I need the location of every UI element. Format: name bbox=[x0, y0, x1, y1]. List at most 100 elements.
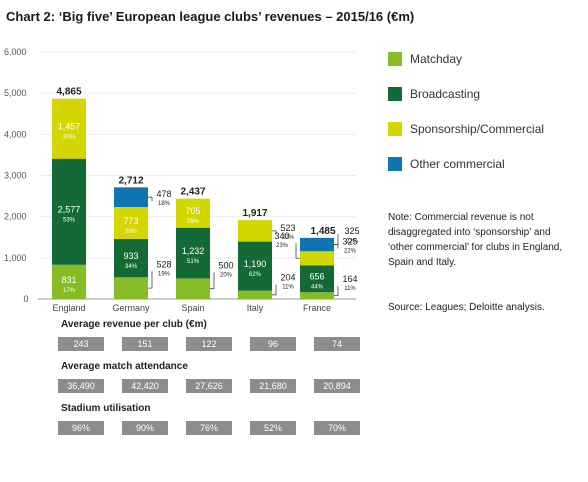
bar-segment bbox=[176, 198, 210, 228]
bar-pct-label: 29% bbox=[125, 229, 138, 235]
legend-label-other-commercial: Other commercial bbox=[410, 157, 505, 171]
legend-label-broadcasting: Broadcasting bbox=[410, 87, 481, 101]
stat-cell: 96% bbox=[58, 421, 104, 435]
stat-cell: 42,420 bbox=[122, 379, 168, 393]
x-tick-label: Italy bbox=[247, 303, 264, 313]
stat-cell: 243 bbox=[58, 337, 104, 351]
stat-cell: 70% bbox=[314, 421, 360, 435]
bar-pct-label: 29% bbox=[187, 219, 200, 225]
bar-pct-label: 11% bbox=[344, 286, 356, 292]
bar-pct-label: 22% bbox=[346, 239, 359, 245]
bar-segment bbox=[52, 98, 86, 159]
stat-cell: 27,626 bbox=[186, 379, 232, 393]
chart-title: Chart 2: ‘Big five’ European league club… bbox=[6, 9, 415, 24]
bar-pct-label: 34% bbox=[125, 264, 138, 270]
y-tick-label: 6,000 bbox=[4, 47, 27, 57]
bar-segment bbox=[52, 264, 86, 299]
stat-cell: 122 bbox=[186, 337, 232, 351]
annotation-leader-line bbox=[272, 284, 277, 296]
bar-value-label: 204 bbox=[280, 273, 295, 283]
y-tick-label: 4,000 bbox=[4, 129, 27, 139]
y-tick-label: 1,000 bbox=[4, 253, 27, 263]
legend-swatch-other-commercial bbox=[388, 157, 402, 171]
legend-item-other-commercial: Other commercial bbox=[388, 157, 588, 173]
bar-value-label: 500 bbox=[218, 260, 233, 270]
legend-swatch-matchday bbox=[388, 52, 402, 66]
x-tick-label: Germany bbox=[112, 303, 150, 313]
bar-total-label: 1,917 bbox=[242, 208, 267, 219]
bar-segment bbox=[52, 158, 86, 265]
bar-total-label: 2,712 bbox=[118, 175, 143, 186]
legend-item-broadcasting: Broadcasting bbox=[388, 87, 588, 103]
bar-pct-label: 11% bbox=[282, 285, 294, 291]
annotation-leader-line bbox=[210, 272, 215, 290]
y-tick-label: 0 bbox=[23, 294, 28, 304]
bar-segment bbox=[176, 227, 210, 279]
annotation-leader-line bbox=[334, 286, 339, 297]
y-tick-label: 2,000 bbox=[4, 212, 27, 222]
bar-segment bbox=[300, 237, 334, 252]
legend-swatch-sponsorship-commercial bbox=[388, 122, 402, 136]
legend-item-sponsorship-commercial: Sponsorship/Commercial bbox=[388, 122, 588, 138]
bar-pct-label: 19% bbox=[158, 271, 171, 277]
y-tick-label: 5,000 bbox=[4, 88, 27, 98]
bar-pct-label: 23% bbox=[276, 243, 289, 249]
annotation-leader-line bbox=[334, 233, 339, 245]
legend-item-matchday: Matchday bbox=[388, 52, 588, 68]
bar-total-label: 2,437 bbox=[180, 187, 205, 198]
annotation-leader-line bbox=[334, 244, 339, 249]
x-tick-label: Spain bbox=[181, 303, 204, 313]
bar-pct-label: 30% bbox=[63, 135, 76, 141]
bar-segment bbox=[300, 265, 334, 293]
bar-pct-label: 18% bbox=[158, 201, 171, 207]
bar-value-label: 340 bbox=[274, 231, 289, 241]
bar-value-label: 773 bbox=[123, 216, 138, 226]
bar-segment bbox=[238, 241, 272, 291]
stat-cell: 90% bbox=[122, 421, 168, 435]
bar-value-label: 656 bbox=[309, 272, 324, 282]
bar-value-label: 325 bbox=[344, 226, 359, 236]
bar-segment bbox=[300, 251, 334, 266]
bar-value-label: 933 bbox=[123, 251, 138, 261]
x-tick-label: France bbox=[303, 303, 331, 313]
stat-cell: 36,490 bbox=[58, 379, 104, 393]
legend-label-matchday: Matchday bbox=[410, 52, 463, 66]
bar-value-label: 1,232 bbox=[182, 246, 205, 256]
bar-value-label: 523 bbox=[280, 223, 295, 233]
bar-value-label: 2,577 bbox=[58, 205, 81, 215]
bar-pct-label: 22% bbox=[344, 249, 357, 255]
stat-cell: 96 bbox=[250, 337, 296, 351]
stat-cell: 76% bbox=[186, 421, 232, 435]
bar-pct-label: 62% bbox=[249, 272, 262, 278]
bar-segment bbox=[114, 187, 148, 208]
bar-segment bbox=[114, 277, 148, 299]
bar-pct-label: 27% bbox=[282, 235, 295, 241]
annotation-leader-line bbox=[148, 271, 153, 289]
bar-pct-label: 44% bbox=[311, 285, 324, 291]
annotation-leader-line bbox=[295, 243, 300, 259]
bar-value-label: 705 bbox=[185, 206, 200, 216]
chart-note: Note: Commercial revenue is not disaggre… bbox=[388, 212, 563, 268]
stat-cell: 74 bbox=[314, 337, 360, 351]
stat-title-stadium-utilisation: Stadium utilisation bbox=[61, 403, 151, 414]
bar-total-label: 4,865 bbox=[56, 87, 81, 98]
x-tick-label: England bbox=[52, 303, 85, 313]
stat-cell: 20,894 bbox=[314, 379, 360, 393]
annotation-leader-line bbox=[148, 196, 153, 202]
stat-cell: 151 bbox=[122, 337, 168, 351]
bar-segment bbox=[238, 290, 272, 299]
bar-value-label: 164 bbox=[342, 274, 357, 284]
bar-segment bbox=[300, 292, 334, 299]
stat-cell: 52% bbox=[250, 421, 296, 435]
stat-cell: 21,680 bbox=[250, 379, 296, 393]
bar-segment bbox=[176, 278, 210, 299]
bar-value-label: 1,190 bbox=[244, 259, 267, 269]
stacked-bar-chart: 0 1,000 2,000 3,000 4,000 5,000 6,000 831 17% 2,5… bbox=[4, 47, 360, 313]
stat-title-avg-revenue: Average revenue per club (€m) bbox=[61, 319, 207, 330]
bar-segment bbox=[238, 220, 272, 242]
bar-segment bbox=[114, 238, 148, 278]
bar-value-label: 528 bbox=[156, 259, 171, 269]
bar-total-label: 1,485 bbox=[310, 226, 335, 237]
bar-value-label: 831 bbox=[61, 275, 76, 285]
y-tick-label: 3,000 bbox=[4, 171, 27, 181]
